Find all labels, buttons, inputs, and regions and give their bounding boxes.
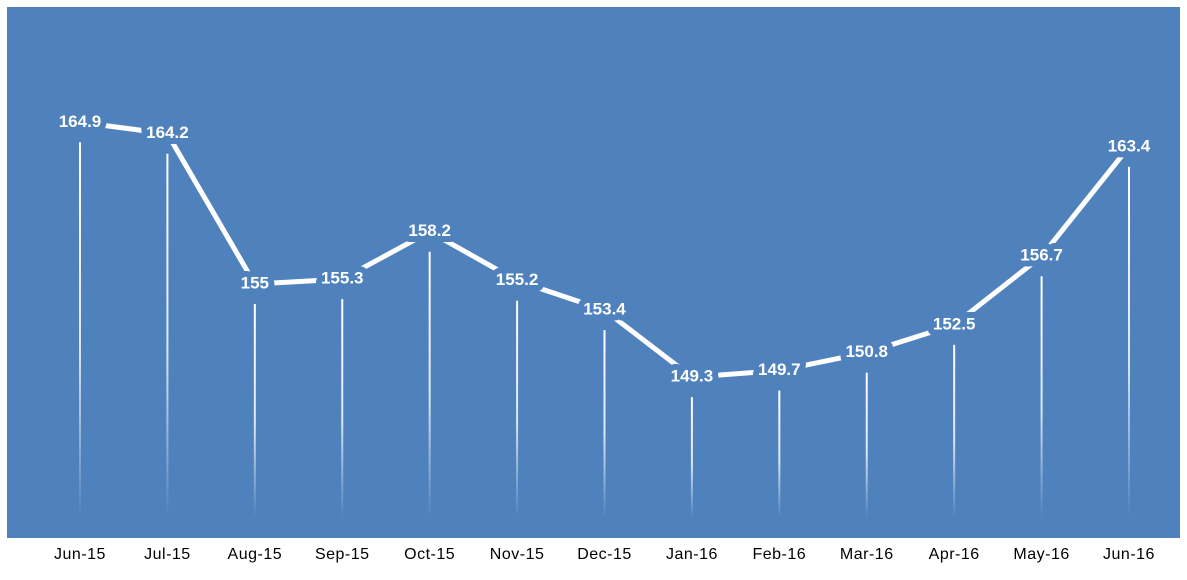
drop-line (1040, 276, 1043, 518)
drop-line (253, 304, 256, 518)
data-label: 153.4 (583, 300, 626, 319)
data-label: 156.7 (1020, 246, 1063, 265)
drop-line (341, 299, 344, 518)
x-tick-label: Jun-16 (1103, 546, 1155, 563)
x-tick-label: Jul-15 (144, 546, 191, 563)
data-label: 155.3 (321, 269, 364, 288)
drop-line (690, 397, 693, 518)
x-tick-label: May-16 (1013, 546, 1069, 563)
drop-line (428, 251, 431, 518)
drop-line (865, 372, 868, 518)
plot-background (7, 7, 1180, 538)
x-tick-label: Nov-15 (490, 546, 545, 563)
x-tick-label: Apr-16 (929, 546, 980, 563)
drop-line (778, 390, 781, 518)
data-line (79, 119, 1131, 380)
drop-line (79, 142, 81, 519)
drop-line (953, 344, 956, 518)
x-tick-label: Aug-15 (228, 546, 283, 563)
x-tick-label: Feb-16 (752, 546, 806, 563)
x-tick-label: Mar-16 (840, 546, 894, 563)
drop-line (166, 153, 169, 518)
x-tick-label: Oct-15 (404, 546, 455, 563)
x-tick-label: Dec-15 (577, 546, 632, 563)
drop-line (603, 330, 606, 518)
drop-line (516, 300, 519, 518)
data-label: 149.3 (671, 367, 714, 386)
data-label: 163.4 (1108, 136, 1151, 155)
data-label: 155 (241, 273, 269, 292)
data-label: 164.2 (146, 123, 189, 142)
data-label: 155.2 (496, 270, 539, 289)
data-label: 152.5 (933, 314, 976, 333)
data-label: 150.8 (845, 342, 888, 361)
x-tick-label: Sep-15 (315, 546, 370, 563)
data-label: 164.9 (59, 112, 102, 131)
data-label: 158.2 (408, 221, 451, 240)
x-tick-label: Jun-15 (54, 546, 106, 563)
x-tick-label: Jan-16 (666, 546, 718, 563)
drop-line (1128, 166, 1130, 519)
data-label: 149.7 (758, 360, 801, 379)
